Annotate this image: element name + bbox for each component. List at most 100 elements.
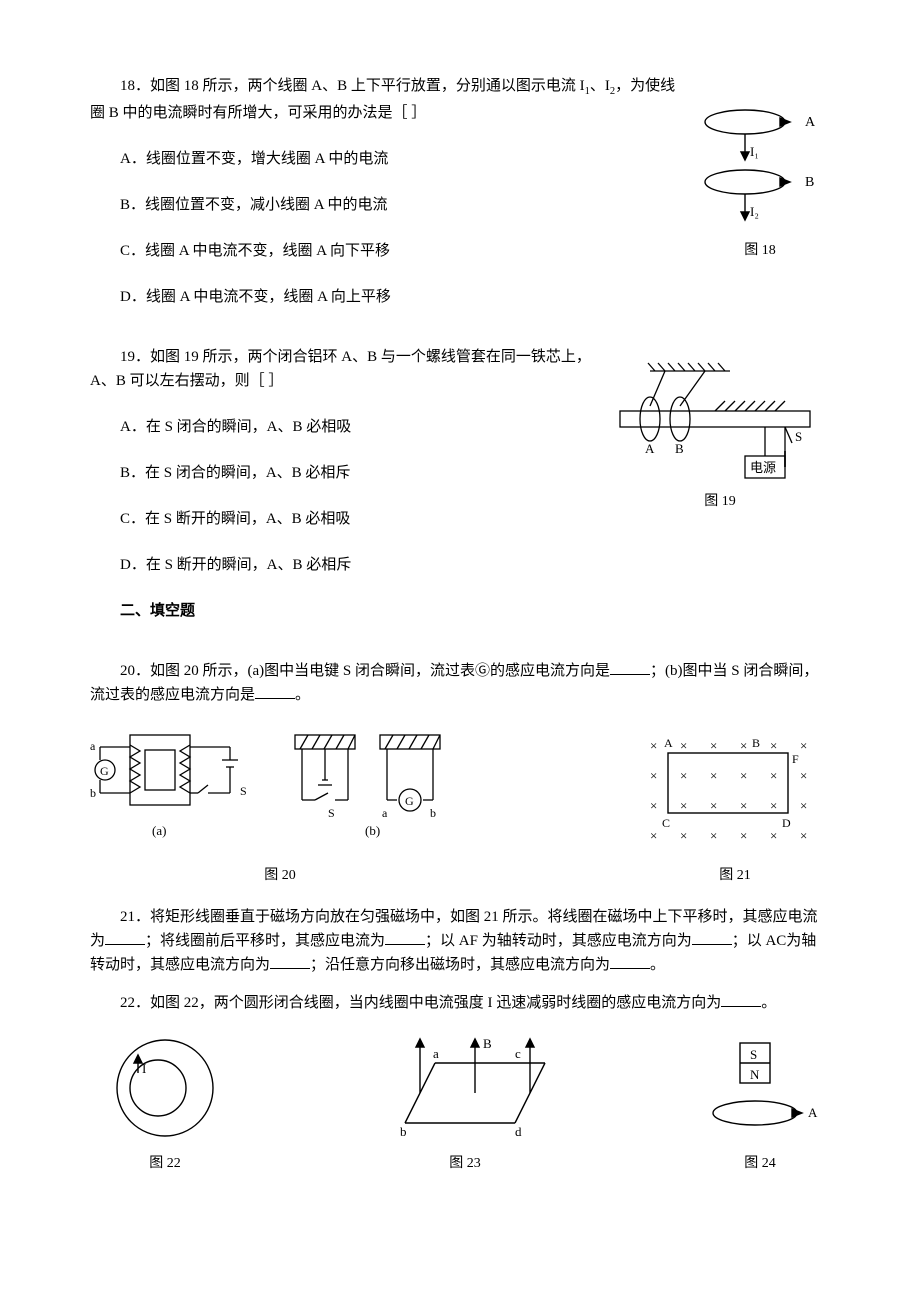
svg-text:×: × [770,828,777,843]
figure-20: a b G S [90,725,470,887]
svg-text:×: × [710,828,717,843]
svg-text:×: × [710,798,717,813]
svg-text:(a): (a) [152,823,166,838]
svg-text:×: × [800,738,807,753]
svg-text:B: B [752,736,760,750]
q21-f: 。 [650,957,665,973]
svg-text:G: G [100,764,109,778]
q18-opt-D: D．线圈 A 中电流不变，线圈 A 向上平移 [90,285,830,309]
svg-text:(b): (b) [365,823,380,838]
q22-b: 。 [761,995,776,1011]
svg-text:C: C [662,816,670,830]
svg-text:×: × [650,738,657,753]
figure-20-caption: 图 20 [90,865,470,887]
svg-text:×: × [710,768,717,783]
figure-row-20-21: a b G S [90,725,830,887]
svg-text:×: × [650,828,657,843]
figure-22: I 图 22 [90,1033,240,1175]
q21-c: ；以 AF 为轴转动时，其感应电流方向为 [425,933,692,949]
figure-row-22-24: I 图 22 a b c d B 图 23 [90,1033,830,1175]
svg-text:×: × [740,768,747,783]
figure-23: a b c d B 图 23 [365,1033,565,1175]
figure-24-svg: S N A [690,1033,830,1153]
svg-text:D: D [782,816,791,830]
figure-24: S N A 图 24 [690,1033,830,1175]
svg-text:×: × [650,768,657,783]
svg-text:N: N [750,1067,760,1082]
figure-22-svg: I [90,1033,240,1153]
svg-text:S: S [240,784,247,798]
svg-text:b: b [400,1124,407,1139]
svg-text:×: × [650,798,657,813]
q19-opt-D: D．在 S 断开的瞬间，A、B 必相斥 [90,553,830,577]
svg-text:S: S [795,429,802,444]
q20-a: 20．如图 20 所示，(a)图中当电键 S 闭合瞬间，流过表 [120,663,475,679]
q22-stem: 22．如图 22，两个圆形闭合线圈，当内线圈中电流强度 I 迅速减弱时线圈的感应… [90,991,830,1015]
blank [692,929,732,945]
q20-b: 的感应电流方向是 [490,663,610,679]
svg-text:I₂: I₂ [750,204,759,219]
q20-stem: 20．如图 20 所示，(a)图中当电键 S 闭合瞬间，流过表Ⓖ的感应电流方向是… [90,659,830,707]
svg-text:B: B [483,1036,492,1051]
svg-text:G: G [405,794,414,808]
blank [610,953,650,969]
svg-text:B: B [675,441,684,456]
svg-text:×: × [800,798,807,813]
blank [270,953,310,969]
q20-g: Ⓖ [475,663,490,679]
svg-text:a: a [382,806,388,820]
svg-text:×: × [800,828,807,843]
svg-text:F: F [792,752,799,766]
q20-d: 。 [295,687,310,703]
q18-stem-a: 18．如图 18 所示，两个线圈 A、B 上下平行放置，分别通以图示电流 I [120,78,585,94]
figure-20-svg: a b G S [90,725,470,865]
blank [105,929,145,945]
svg-text:a: a [90,739,96,753]
svg-text:电源: 电源 [750,460,776,475]
svg-text:B: B [805,175,814,190]
figure-21-caption: 图 21 [640,865,830,887]
svg-text:×: × [740,828,747,843]
svg-text:×: × [770,738,777,753]
svg-text:a: a [433,1046,439,1061]
svg-text:S: S [750,1047,757,1062]
section-2-heading: 二、填空题 [90,599,830,623]
q18-mid: 、I [590,78,610,94]
blank [385,929,425,945]
svg-text:×: × [680,738,687,753]
svg-text:I₁: I₁ [750,144,759,159]
svg-text:×: × [680,768,687,783]
figure-24-caption: 图 24 [690,1153,830,1175]
figure-19: A B S 电源 图 [610,361,830,513]
q21-stem: 21．将矩形线圈垂直于磁场方向放在匀强磁场中，如图 21 所示。将线圈在磁场中上… [90,905,830,977]
svg-text:A: A [664,736,673,750]
blank [255,683,295,699]
svg-text:×: × [680,798,687,813]
figure-18-svg: A I₁ B I₂ [690,100,820,240]
svg-text:S: S [328,806,335,820]
figure-18-caption: 图 18 [690,240,830,262]
svg-text:b: b [430,806,436,820]
q21-b: ；将线圈前后平移时，其感应电流为 [145,933,385,949]
figure-19-caption: 图 19 [610,491,830,513]
blank [610,659,650,675]
figure-21-svg: × × × × × × × × × × × × × × × × × × × × × × × × A B F C D [640,725,830,865]
svg-text:×: × [740,738,747,753]
svg-text:×: × [680,828,687,843]
svg-text:×: × [800,768,807,783]
svg-text:×: × [710,738,717,753]
figure-22-caption: 图 22 [90,1153,240,1175]
blank [721,991,761,1007]
svg-text:A: A [645,441,655,456]
svg-text:×: × [740,798,747,813]
q22-a: 22．如图 22，两个圆形闭合线圈，当内线圈中电流强度 I 迅速减弱时线圈的感应… [120,995,721,1011]
svg-text:c: c [515,1046,521,1061]
svg-text:A: A [808,1105,818,1120]
svg-text:A: A [805,115,816,130]
svg-text:I: I [142,1061,146,1076]
figure-18: A I₁ B I₂ 图 18 [690,100,830,262]
figure-19-svg: A B S 电源 [610,361,820,491]
svg-text:×: × [770,768,777,783]
svg-text:×: × [770,798,777,813]
svg-text:b: b [90,786,96,800]
